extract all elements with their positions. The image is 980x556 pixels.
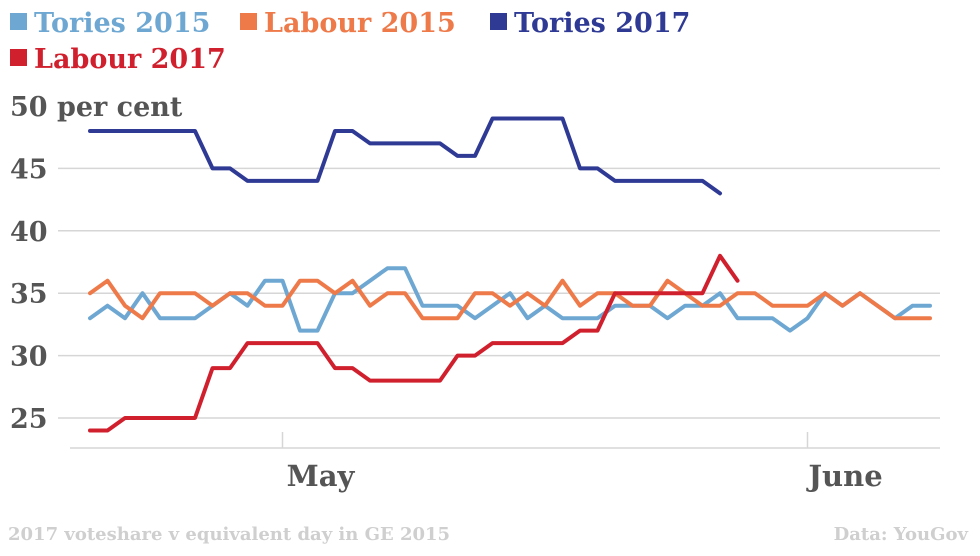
x-axis: May June bbox=[70, 432, 940, 493]
series-line-tories-2015 bbox=[88, 266, 932, 333]
y-axis-ticks: 25 30 35 40 45 50 per cent bbox=[10, 92, 183, 435]
x-tick-label-may: May bbox=[287, 459, 356, 493]
legend-swatch-labour-2017 bbox=[10, 49, 27, 66]
legend-swatch-tories-2017 bbox=[490, 13, 507, 30]
y-tick-label-25: 25 bbox=[10, 404, 48, 435]
y-tick-label-45: 45 bbox=[10, 154, 48, 185]
footer-source: Data: YouGov bbox=[834, 524, 969, 545]
series-line-labour-2017 bbox=[88, 253, 740, 433]
y-tick-label-50: 50 per cent bbox=[10, 92, 183, 123]
legend-label-tories-2015: Tories 2015 bbox=[34, 8, 210, 39]
y-tick-label-35: 35 bbox=[10, 279, 48, 310]
gridlines bbox=[58, 167, 940, 419]
footer-caption: 2017 voteshare v equivalent day in GE 20… bbox=[8, 524, 450, 545]
y-tick-label-40: 40 bbox=[10, 217, 48, 248]
series-lines bbox=[88, 116, 932, 433]
legend-label-labour-2017: Labour 2017 bbox=[34, 44, 226, 75]
series-line-tories-2017 bbox=[88, 116, 722, 196]
y-tick-label-30: 30 bbox=[10, 342, 48, 373]
x-tick-label-june: June bbox=[805, 459, 882, 493]
series-line-labour-2015 bbox=[88, 278, 932, 321]
legend-label-labour-2015: Labour 2015 bbox=[264, 8, 456, 39]
legend: Tories 2015 Labour 2015 Tories 2017 Labour … bbox=[10, 8, 690, 75]
legend-label-tories-2017: Tories 2017 bbox=[514, 8, 690, 39]
legend-swatch-tories-2015 bbox=[10, 13, 27, 30]
legend-swatch-labour-2015 bbox=[240, 13, 257, 30]
